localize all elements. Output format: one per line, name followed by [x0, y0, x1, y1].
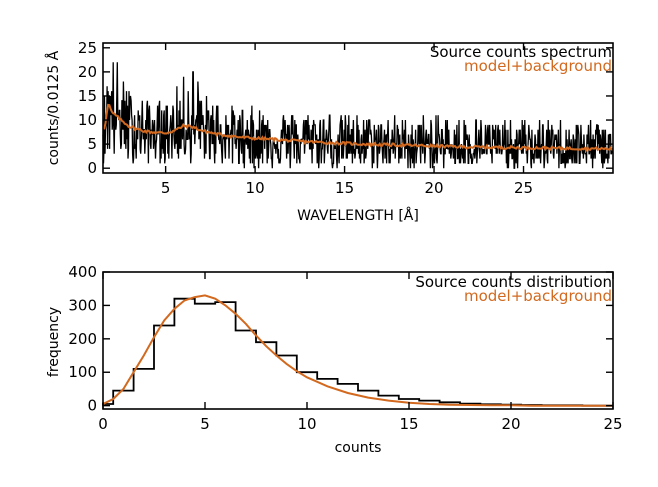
- spectrum-y-tick-label: 0: [87, 159, 97, 177]
- distribution-x-tick-label: 0: [98, 415, 108, 433]
- spectrum-panel: 5 10 15 20 25 0 5 10 15 20 25 WAVELENGTH [Å] coun…: [45, 39, 614, 224]
- distribution-histogram-steps: [102, 297, 613, 407]
- spectrum-x-axis-label: WAVELENGTH [Å]: [297, 207, 419, 224]
- spectrum-x-tick-label: 25: [514, 179, 533, 197]
- distribution-legend-entry-1: Source counts distribution: [415, 273, 612, 291]
- spectrum-y-tick-label: 20: [78, 63, 97, 81]
- spectrum-frame: [102, 42, 614, 174]
- distribution-x-axis-label: counts: [335, 440, 382, 456]
- distribution-x-ticks: 0 5 10 15 20 25: [98, 272, 623, 433]
- spectrum-y-tick-label: 15: [78, 87, 97, 105]
- distribution-y-tick-label: 400: [68, 263, 97, 281]
- distribution-y-axis-label: frequency: [46, 307, 62, 377]
- spectrum-x-tick-label: 20: [425, 179, 444, 197]
- spectrum-x-tick-label: 10: [246, 179, 265, 197]
- distribution-plot-area: [102, 294, 613, 407]
- spectrum-y-axis-label: counts/0.0125 Å: [45, 50, 62, 165]
- distribution-x-tick-label: 20: [501, 415, 520, 433]
- distribution-x-tick-label: 10: [297, 415, 316, 433]
- distribution-frame: [102, 271, 614, 410]
- spectrum-counts-line: [102, 62, 614, 169]
- spectrum-x-ticks: 5 10 15 20 25: [161, 43, 533, 197]
- distribution-x-tick-label: 15: [399, 415, 418, 433]
- distribution-y-tick-label: 0: [87, 397, 97, 415]
- distribution-x-tick-label: 25: [603, 415, 622, 433]
- distribution-y-ticks: 0 100 200 300 400: [68, 263, 613, 415]
- spectrum-y-tick-label: 10: [78, 111, 97, 129]
- spectrum-x-tick-label: 15: [335, 179, 354, 197]
- distribution-legend-entry-2: model+background: [464, 287, 612, 305]
- distribution-x-tick-label: 5: [200, 415, 210, 433]
- spectrum-y-tick-label: 25: [78, 39, 97, 57]
- distribution-panel: 0 5 10 15 20 25 0 100 200 300 400 counts frequenc…: [46, 263, 623, 456]
- spectrum-model-line: [102, 103, 614, 153]
- spectrum-y-tick-label: 5: [87, 135, 97, 153]
- distribution-y-tick-label: 100: [68, 363, 97, 381]
- distribution-model-line: [102, 294, 613, 407]
- spectrum-y-ticks: 0 5 10 15 20 25: [78, 39, 613, 177]
- spectrum-x-tick-label: 5: [161, 179, 171, 197]
- distribution-y-tick-label: 300: [68, 296, 97, 314]
- spectrum-legend-entry-2: model+background: [464, 57, 612, 75]
- spectrum-plot-area: [102, 62, 614, 169]
- distribution-y-tick-label: 200: [68, 330, 97, 348]
- spectrum-legend-entry-1: Source counts spectrum: [430, 43, 612, 61]
